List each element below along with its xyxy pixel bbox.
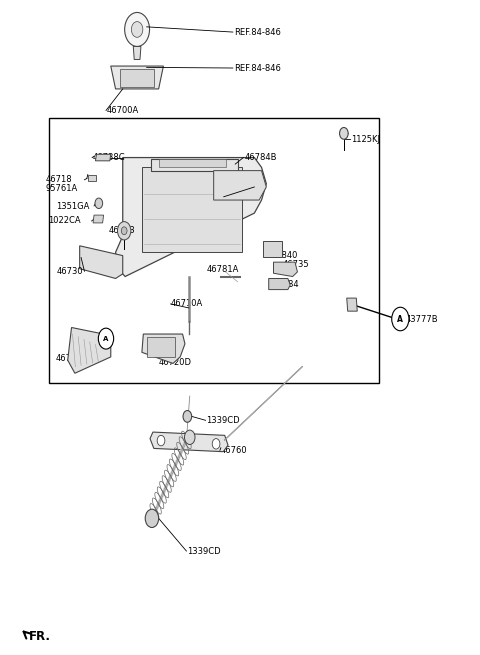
Text: 46784B: 46784B <box>245 153 277 162</box>
Circle shape <box>398 314 408 328</box>
Text: 95840: 95840 <box>271 251 298 260</box>
Text: FR.: FR. <box>28 629 50 643</box>
Circle shape <box>184 430 195 445</box>
Polygon shape <box>152 159 238 171</box>
Text: 46760: 46760 <box>221 446 248 455</box>
Polygon shape <box>269 278 290 290</box>
Circle shape <box>98 328 114 349</box>
Circle shape <box>157 436 165 446</box>
Text: 43777B: 43777B <box>406 314 439 324</box>
Text: A: A <box>397 314 403 324</box>
Circle shape <box>145 509 158 527</box>
Circle shape <box>339 128 348 140</box>
Bar <box>147 337 175 357</box>
Polygon shape <box>68 328 111 373</box>
Text: A: A <box>103 335 108 342</box>
Circle shape <box>95 198 103 208</box>
Text: 46735: 46735 <box>283 260 310 269</box>
Text: 46718: 46718 <box>45 176 72 184</box>
Text: 1022CA: 1022CA <box>48 216 81 225</box>
Polygon shape <box>214 171 266 200</box>
Polygon shape <box>150 432 228 452</box>
Text: 1339CD: 1339CD <box>187 546 221 555</box>
Bar <box>120 69 154 87</box>
Polygon shape <box>111 66 163 89</box>
Bar <box>48 119 379 383</box>
Polygon shape <box>88 174 96 181</box>
Circle shape <box>125 12 150 47</box>
Polygon shape <box>96 155 111 161</box>
Text: 1339CD: 1339CD <box>206 416 240 425</box>
Circle shape <box>212 439 220 449</box>
Text: 46700A: 46700A <box>107 106 139 115</box>
Circle shape <box>183 411 192 422</box>
Circle shape <box>392 307 409 331</box>
Bar <box>263 240 282 257</box>
Text: 46738C: 46738C <box>93 153 126 162</box>
Polygon shape <box>80 246 123 278</box>
Text: 46781A: 46781A <box>206 265 239 274</box>
Polygon shape <box>93 215 104 223</box>
Bar <box>142 168 242 252</box>
Circle shape <box>132 22 143 37</box>
Circle shape <box>121 227 127 234</box>
Text: 46780C: 46780C <box>225 193 257 201</box>
Text: 1125KJ: 1125KJ <box>351 135 381 143</box>
Text: 46720D: 46720D <box>158 358 192 367</box>
Circle shape <box>118 221 131 240</box>
Text: REF.84-846: REF.84-846 <box>234 28 281 37</box>
Polygon shape <box>116 158 266 276</box>
Text: 95761A: 95761A <box>45 185 77 193</box>
Text: 46784: 46784 <box>273 280 299 289</box>
Bar <box>158 159 226 167</box>
Text: 46710A: 46710A <box>171 299 204 309</box>
Polygon shape <box>347 298 357 311</box>
Text: 1351GA: 1351GA <box>56 202 89 211</box>
Text: 46783: 46783 <box>108 226 135 235</box>
Text: REF.84-846: REF.84-846 <box>234 64 281 73</box>
Polygon shape <box>142 334 185 364</box>
Polygon shape <box>133 47 141 60</box>
Polygon shape <box>274 262 298 276</box>
Text: 46770B: 46770B <box>56 354 88 364</box>
Text: 46730: 46730 <box>56 267 83 276</box>
